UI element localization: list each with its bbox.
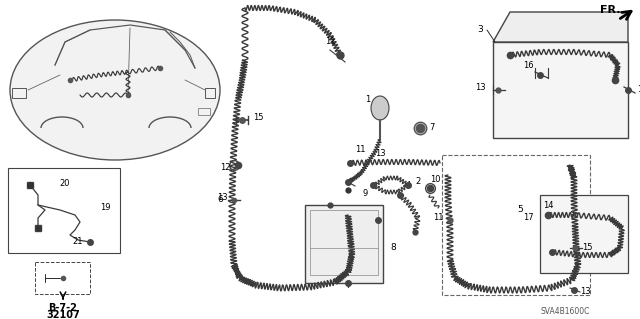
- Text: 6: 6: [217, 196, 223, 204]
- Bar: [442, 155, 590, 295]
- Text: 13: 13: [580, 287, 590, 296]
- Bar: [12, 88, 26, 98]
- Bar: [35, 262, 90, 294]
- Text: 7: 7: [429, 123, 435, 132]
- Bar: [305, 205, 383, 283]
- Text: SVA4B1600C: SVA4B1600C: [540, 308, 589, 316]
- Text: 13: 13: [476, 84, 486, 93]
- Bar: [540, 195, 628, 273]
- Bar: [198, 108, 210, 115]
- Text: FR.: FR.: [600, 5, 620, 15]
- Text: 3: 3: [477, 26, 483, 34]
- Text: 21: 21: [73, 238, 83, 247]
- Text: 20: 20: [60, 179, 70, 188]
- Bar: [8, 168, 120, 253]
- Text: 11: 11: [324, 38, 335, 47]
- Text: 1: 1: [365, 95, 371, 105]
- Text: 8: 8: [390, 243, 396, 253]
- Text: 16: 16: [523, 61, 533, 70]
- Text: 32107: 32107: [46, 310, 80, 319]
- Text: 17: 17: [523, 213, 533, 222]
- Text: 9: 9: [362, 189, 367, 197]
- Ellipse shape: [10, 20, 220, 160]
- Text: 10: 10: [429, 175, 440, 184]
- Bar: [493, 42, 628, 138]
- Text: 15: 15: [253, 114, 263, 122]
- Text: 12: 12: [220, 164, 230, 173]
- Text: 13: 13: [217, 192, 227, 202]
- Text: 11: 11: [355, 145, 365, 154]
- Text: 11: 11: [433, 213, 444, 222]
- Text: 19: 19: [100, 204, 110, 212]
- Bar: [205, 88, 215, 98]
- Ellipse shape: [371, 96, 389, 120]
- Text: 15: 15: [582, 243, 592, 253]
- Bar: [310, 210, 378, 275]
- Polygon shape: [493, 12, 628, 42]
- Text: 13: 13: [374, 149, 385, 158]
- Text: 15: 15: [637, 85, 640, 94]
- Text: 14: 14: [543, 201, 553, 210]
- Text: 5: 5: [517, 205, 523, 214]
- Text: 4: 4: [405, 181, 411, 189]
- Text: B-7-2: B-7-2: [49, 303, 77, 313]
- Text: 2: 2: [415, 177, 420, 187]
